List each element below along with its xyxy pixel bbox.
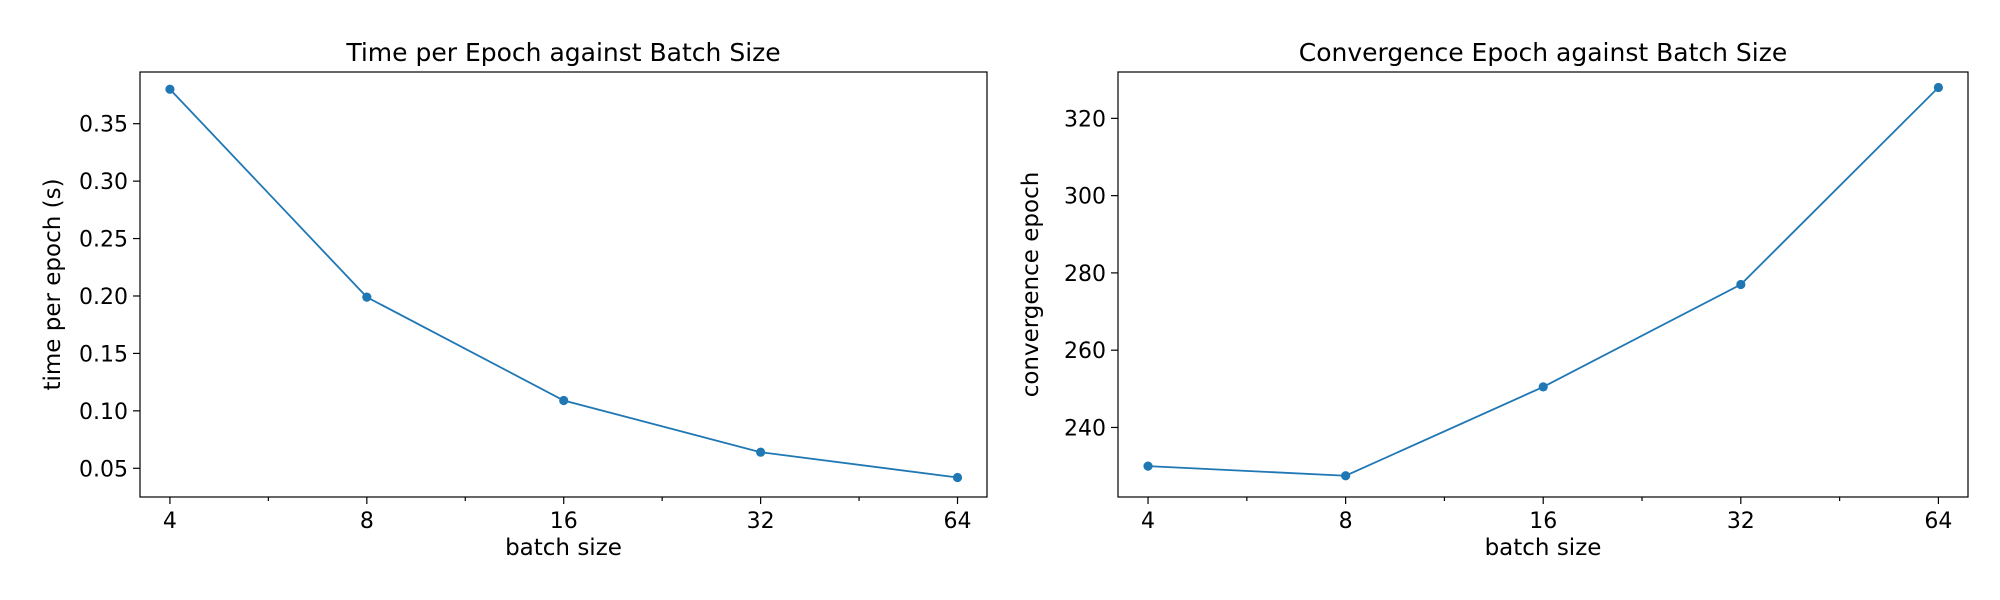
y-tick-label: 0.10 (79, 400, 128, 425)
y-tick-label: 280 (1064, 262, 1106, 287)
data-point (1933, 82, 1944, 93)
y-tick-label: 0.05 (79, 457, 128, 482)
x-axis-label: batch size (505, 535, 622, 561)
y-tick-label: 320 (1064, 107, 1106, 132)
y-axis-label: time per epoch (s) (40, 178, 66, 390)
y-axis-label: convergence epoch (1018, 172, 1044, 398)
plot-frame (1117, 71, 1969, 498)
x-tick-label: 8 (1339, 509, 1353, 534)
x-axis-label: batch size (1485, 535, 1602, 561)
x-tick-label: 16 (1529, 509, 1557, 534)
y-tick-label: 0.25 (79, 228, 128, 253)
series-line (169, 88, 958, 479)
x-tick-label: 4 (163, 509, 177, 534)
y-tick-label: 0.15 (79, 342, 128, 367)
data-point (1143, 461, 1153, 471)
series-line (1147, 86, 1940, 477)
plot-group (165, 84, 963, 483)
y-tick-label: 0.35 (79, 113, 128, 138)
chart-title: Time per Epoch against Batch Size (345, 38, 780, 67)
x-tick-label: 32 (747, 509, 775, 534)
x-tick-label: 8 (360, 509, 374, 534)
data-point (1341, 471, 1351, 481)
plot-group (1143, 82, 1944, 481)
data-point (559, 395, 569, 406)
chart-convergence-epoch: Convergence Epoch against Batch Size bat… (1018, 38, 1969, 561)
data-point (952, 472, 963, 483)
y-tick-label: 240 (1064, 416, 1106, 441)
chart-title: Convergence Epoch against Batch Size (1299, 38, 1787, 67)
chart-time-per-epoch: Time per Epoch against Batch Size batch … (40, 38, 988, 561)
data-point (756, 447, 766, 457)
x-tick-label: 32 (1727, 509, 1755, 534)
x-tick-label: 64 (944, 509, 972, 534)
plot-frame (139, 71, 988, 498)
x-tick-label: 4 (1141, 509, 1155, 534)
data-point (362, 292, 372, 302)
data-point (1736, 279, 1746, 290)
data-point (1538, 382, 1548, 392)
y-tick-label: 0.20 (79, 285, 128, 310)
y-tick-label: 260 (1064, 339, 1106, 364)
y-tick-label: 0.30 (79, 170, 128, 195)
ticks-group: 4 8 16 32 64 240 260 280 300 320 (1064, 107, 1952, 534)
x-tick-label: 64 (1924, 509, 1952, 534)
y-tick-label: 300 (1064, 185, 1106, 210)
data-point (165, 84, 175, 94)
ticks-group: 4 8 16 32 64 0.05 0.10 0.15 0.20 0.25 0.30 0.35 (79, 113, 971, 534)
x-tick-label: 16 (550, 509, 578, 534)
